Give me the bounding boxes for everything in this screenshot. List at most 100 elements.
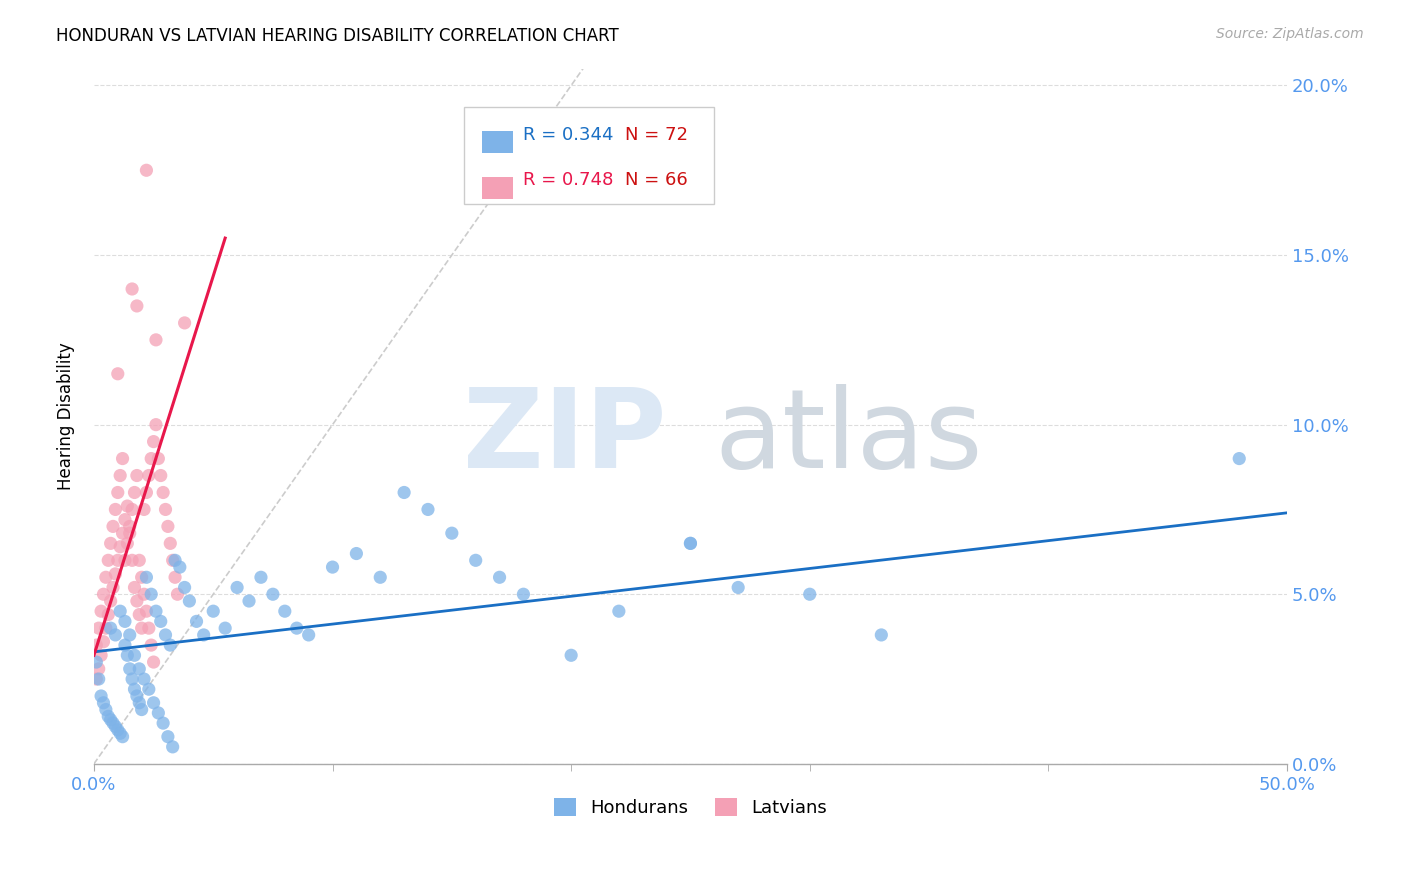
Point (162, 553, 184, 567)
Point (121, 282, 143, 296)
Point (114, 615, 136, 629)
Point (166, 587, 188, 601)
Point (173, 316, 195, 330)
Point (142, 696, 165, 710)
Text: R = 0.344: R = 0.344 (523, 126, 614, 144)
Point (142, 655, 165, 669)
Point (148, 706, 170, 720)
Point (114, 638, 136, 652)
Point (125, 468, 148, 483)
Point (152, 716, 174, 731)
Text: ZIP: ZIP (463, 384, 666, 491)
Point (131, 702, 153, 716)
Point (250, 570, 273, 584)
Point (97, 607, 120, 622)
Point (416, 502, 439, 516)
Point (114, 513, 136, 527)
Point (128, 662, 150, 676)
Point (90, 689, 112, 703)
Point (100, 713, 122, 727)
Point (128, 607, 150, 622)
Text: atlas: atlas (714, 384, 983, 491)
Point (128, 696, 150, 710)
Point (138, 621, 160, 635)
Point (107, 367, 129, 381)
Point (114, 553, 136, 567)
Point (488, 570, 510, 584)
Point (93, 587, 115, 601)
Point (94, 702, 117, 716)
Point (512, 587, 534, 601)
Point (86, 672, 108, 686)
Point (132, 587, 155, 601)
Point (124, 682, 146, 697)
Point (141, 587, 163, 601)
Point (679, 536, 702, 550)
Point (142, 434, 165, 449)
Point (111, 451, 134, 466)
Text: R = 0.748: R = 0.748 (523, 170, 614, 189)
Point (162, 739, 184, 754)
Legend: Hondurans, Latvians: Hondurans, Latvians (547, 790, 834, 824)
Point (101, 581, 124, 595)
Point (108, 604, 131, 618)
Point (94, 621, 117, 635)
Point (262, 587, 284, 601)
Point (111, 730, 134, 744)
Point (111, 526, 134, 541)
Point (179, 594, 201, 608)
Point (368, 570, 391, 584)
Point (145, 417, 167, 432)
Point (121, 502, 143, 516)
Point (727, 581, 749, 595)
Text: HONDURAN VS LATVIAN HEARING DISABILITY CORRELATION CHART: HONDURAN VS LATVIAN HEARING DISABILITY C… (56, 27, 619, 45)
Point (118, 662, 141, 676)
Point (131, 570, 153, 584)
Point (124, 648, 146, 663)
Text: Source: ZipAtlas.com: Source: ZipAtlas.com (1216, 27, 1364, 41)
Point (117, 499, 139, 513)
Point (799, 587, 821, 601)
Point (101, 519, 124, 533)
Point (90, 648, 112, 663)
Y-axis label: Hearing Disability: Hearing Disability (58, 343, 75, 490)
Point (1227, 451, 1250, 466)
Point (124, 485, 146, 500)
Text: N = 66: N = 66 (624, 170, 688, 189)
Point (90, 604, 112, 618)
Point (214, 621, 236, 635)
Point (135, 485, 157, 500)
Point (97, 553, 120, 567)
Point (125, 594, 148, 608)
Point (149, 468, 172, 483)
Point (104, 719, 127, 733)
Point (135, 570, 157, 584)
Point (679, 536, 702, 550)
Point (86, 638, 108, 652)
Point (156, 730, 179, 744)
FancyBboxPatch shape (482, 131, 513, 153)
Point (104, 566, 127, 581)
Text: N = 72: N = 72 (624, 126, 688, 144)
Point (100, 536, 122, 550)
Point (165, 553, 187, 567)
Point (125, 299, 148, 313)
Point (108, 540, 131, 554)
Point (107, 485, 129, 500)
Point (145, 333, 167, 347)
Point (141, 638, 163, 652)
Point (125, 689, 148, 703)
Point (128, 553, 150, 567)
Point (159, 638, 181, 652)
Point (238, 594, 260, 608)
Point (94, 570, 117, 584)
Point (87, 672, 110, 686)
Point (93, 696, 115, 710)
Point (226, 581, 249, 595)
Point (86, 655, 108, 669)
Point (155, 502, 177, 516)
Point (107, 723, 129, 737)
Point (298, 628, 321, 642)
Point (108, 726, 131, 740)
Point (138, 682, 160, 697)
